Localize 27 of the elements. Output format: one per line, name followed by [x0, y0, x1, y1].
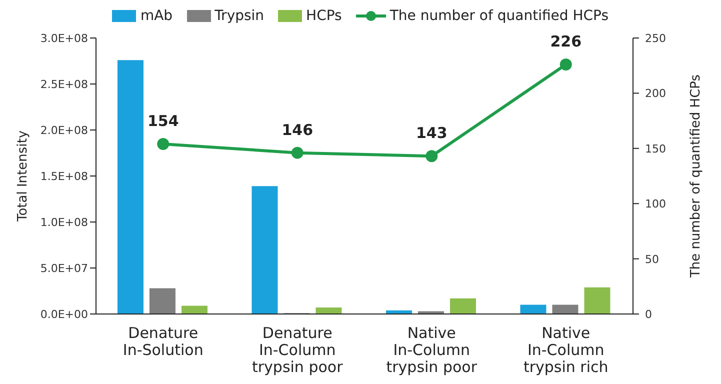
y2-axis-title: The number of quantified HCPs — [688, 74, 704, 279]
y-tick-label: 1.0E+08 — [40, 216, 88, 229]
x-tick-label: Native In-Column trypsin rich — [523, 324, 608, 376]
legend-label: HCPs — [306, 8, 342, 24]
y-tick-label: 1.5E+08 — [40, 170, 88, 183]
x-tick-label: Native In-Column trypsin poor — [386, 324, 478, 376]
x-tick-label: Denature In-Solution — [122, 324, 204, 359]
data-label: 226 — [550, 32, 582, 50]
y-axis-title: Total Intensity — [16, 130, 31, 223]
y-tick-label: 3.0E+08 — [40, 32, 88, 45]
y2-tick-label: 150 — [645, 142, 666, 156]
y-tick-label: 2.0E+08 — [40, 124, 88, 137]
legend-label: Trypsin — [214, 8, 264, 24]
y2-tick-label: 0 — [645, 308, 652, 321]
y2-tick-label: 250 — [645, 32, 666, 45]
data-label: 146 — [282, 120, 314, 139]
y2-tick-label: 200 — [645, 87, 666, 100]
y2-tick-label: 50 — [645, 252, 659, 266]
y-tick-label: 0.0E+00 — [40, 308, 88, 321]
data-label: 143 — [416, 124, 448, 142]
data-label: 154 — [147, 112, 179, 130]
legend-label: The number of quantified HCPs — [390, 8, 609, 24]
x-tick-label: Denature In-Column trypsin poor — [252, 324, 344, 376]
y-tick-label: 2.5E+08 — [40, 78, 88, 91]
y2-tick-label: 100 — [645, 198, 666, 211]
y-tick-label: 5.0E+07 — [40, 262, 88, 275]
legend-label: mAb — [140, 8, 173, 24]
